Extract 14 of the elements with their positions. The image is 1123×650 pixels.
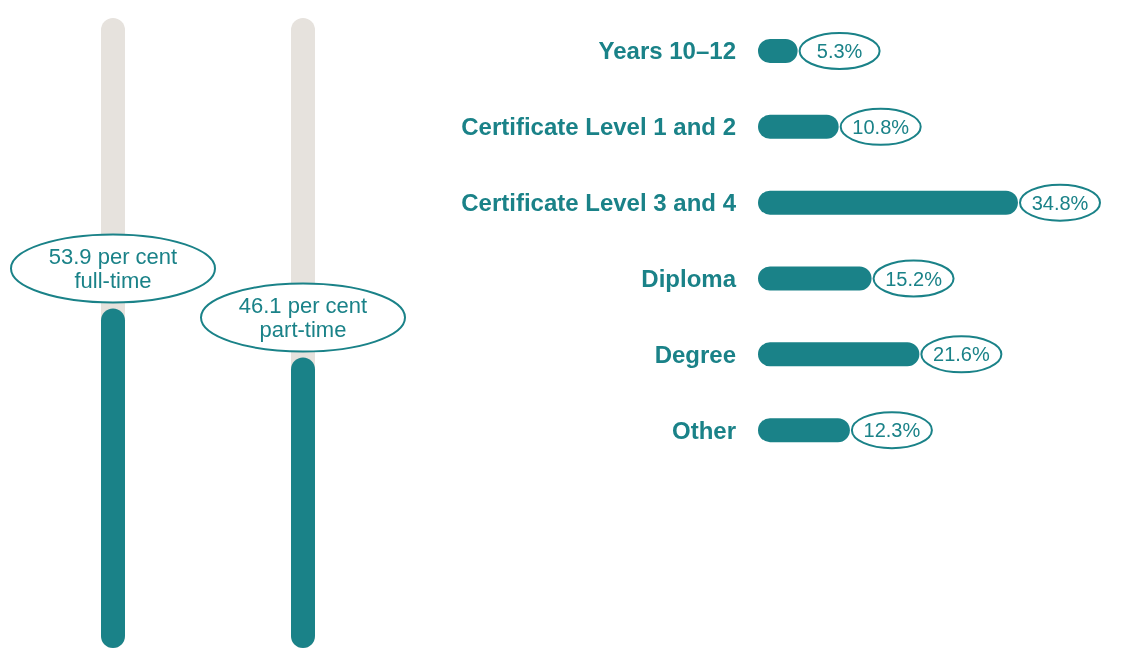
- data-label: 15.2%: [885, 267, 943, 290]
- y-tick-label: Certificate Level 1 and 2: [461, 113, 736, 141]
- y-tick-label: Diploma: [641, 264, 737, 292]
- data-label: 21.6%: [933, 343, 990, 366]
- data-label: 53.9 per cent full-time: [48, 244, 178, 294]
- y-tick-label: Certificate Level 3 and 4: [461, 189, 737, 217]
- y-tick-label: Degree: [654, 340, 736, 368]
- data-label: 5.3%: [816, 40, 863, 62]
- data-label: 12.3%: [863, 419, 921, 442]
- data-label: 34.8%: [1031, 191, 1089, 214]
- y-tick-label: Years 10–12: [598, 37, 736, 65]
- data-label: 10.8%: [852, 115, 910, 138]
- data-label: 46.1 per cent part-time: [238, 293, 368, 343]
- y-tick-label: Other: [671, 416, 736, 444]
